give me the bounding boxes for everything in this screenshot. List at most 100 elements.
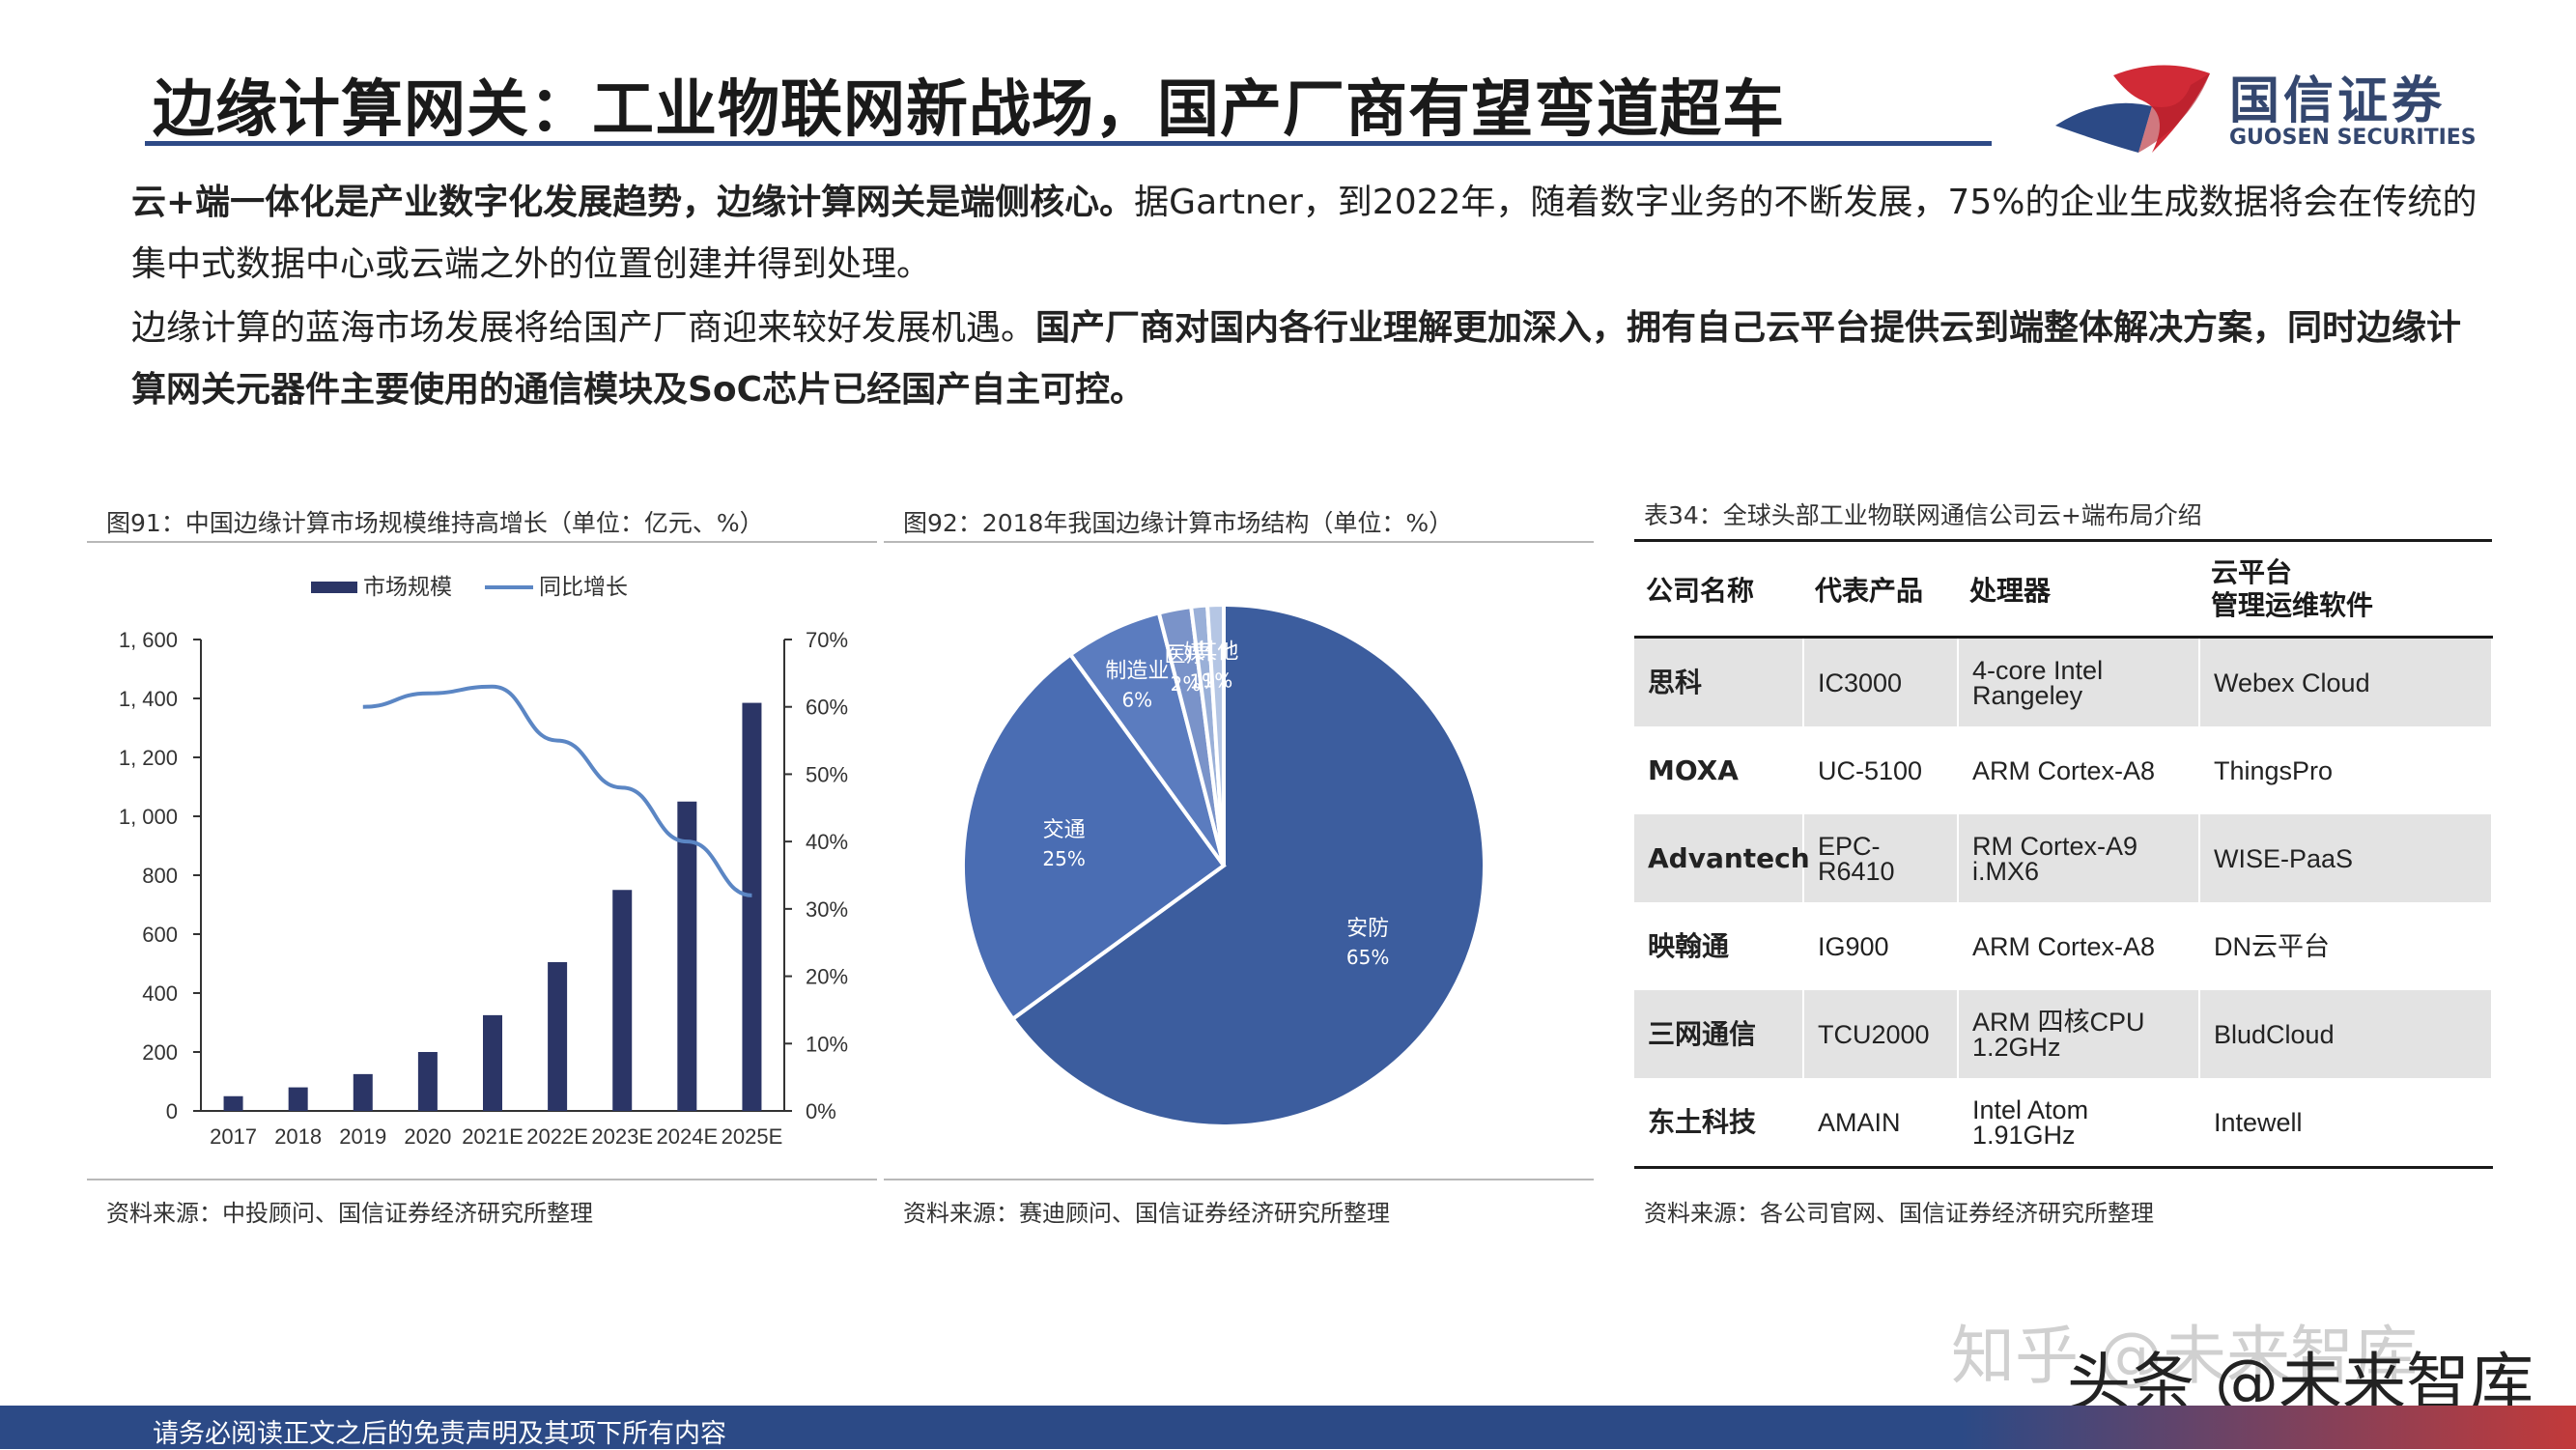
x-tick-label: 2018 xyxy=(274,1124,322,1149)
table-cell-cloud: WISE-PaaS xyxy=(2199,814,2493,902)
table-cell-cloud: DN云平台 xyxy=(2199,902,2493,990)
figure-92-bottom-rule xyxy=(884,1179,1594,1180)
table-cell-product: AMAIN xyxy=(1803,1078,1959,1169)
pie-slice-label: 其他 xyxy=(1196,640,1238,665)
bar xyxy=(742,702,762,1111)
pie-slice-label: 交通 xyxy=(1043,818,1086,842)
figure-91-top-rule xyxy=(87,541,877,543)
y-tick-label: 1, 000 xyxy=(119,805,178,829)
x-tick-label: 2017 xyxy=(210,1124,257,1149)
legend-bar-swatch xyxy=(311,582,357,593)
table-cell-processor: Intel Atom 1.91GHz xyxy=(1958,1078,2200,1169)
pie-slice xyxy=(961,651,1227,1022)
table-cell-company: MOXA xyxy=(1634,726,1804,814)
y2-tick-label: 0% xyxy=(806,1099,836,1123)
y2-tick-label: 70% xyxy=(806,628,848,652)
table-cell-company: 映翰通 xyxy=(1634,902,1804,990)
y-tick-label: 800 xyxy=(142,864,178,888)
table-cell-cloud: Intewell xyxy=(2199,1078,2493,1169)
x-tick-label: 2022E xyxy=(526,1124,588,1149)
logo-text-en: GUOSEN SECURITIES xyxy=(2229,126,2477,150)
figure-92-top-rule xyxy=(884,541,1594,543)
table-cell-processor: ARM Cortex-A8 xyxy=(1958,726,2200,814)
y2-tick-label: 20% xyxy=(806,965,848,989)
table-cell-product: IC3000 xyxy=(1803,637,1959,726)
table-cell-cloud: BludCloud xyxy=(2199,990,2493,1078)
table-34-title: 表34：全球头部工业物联网通信公司云+端布局介绍 xyxy=(1644,501,2202,529)
bar xyxy=(288,1087,308,1111)
figure-91-title: 图91：中国边缘计算市场规模维持高增长（单位：亿元、%） xyxy=(106,509,764,537)
table-header-product: 代表产品 xyxy=(1803,543,1958,639)
x-tick-label: 2020 xyxy=(404,1124,451,1149)
x-tick-label: 2019 xyxy=(339,1124,386,1149)
table-row: 三网通信 TCU2000 ARM 四核CPU 1.2GHz BludCloud xyxy=(1634,990,2493,1078)
table-row: MOXA UC-5100 ARM Cortex-A8 ThingsPro xyxy=(1634,726,2493,814)
table-cell-processor: 4-core Intel Rangeley xyxy=(1958,637,2200,726)
guosen-logo-icon xyxy=(2055,65,2210,153)
footer-accent xyxy=(1961,1406,2576,1449)
table-row: Advantech EPC- R6410 RM Cortex-A9 i.MX6 … xyxy=(1634,814,2493,902)
pie-slice-value: 65% xyxy=(1346,946,1389,969)
y-tick-label: 0 xyxy=(166,1099,178,1123)
y-tick-label: 600 xyxy=(142,923,178,947)
table-row: 思科 IC3000 4-core Intel Rangeley Webex Cl… xyxy=(1634,637,2493,726)
table-header-row: 公司名称 代表产品 处理器 云平台 管理运维软件 xyxy=(1634,543,2492,639)
y2-tick-label: 30% xyxy=(806,897,848,922)
table-row: 映翰通 IG900 ARM Cortex-A8 DN云平台 xyxy=(1634,902,2493,990)
bar xyxy=(677,801,697,1111)
table-header-cloud: 云平台 管理运维软件 xyxy=(2199,543,2492,639)
legend-bar-label: 市场规模 xyxy=(363,575,452,600)
watermark-zhihu: 知乎 @未来智库 xyxy=(1951,1319,2418,1393)
paragraph-2-lead: 边缘计算的蓝海市场发展将给国产厂商迎来较好发展机遇。 xyxy=(131,308,1036,348)
y-tick-label: 400 xyxy=(142,981,178,1006)
pie-slice-value: 25% xyxy=(1042,847,1085,870)
pie-slice-value: 6% xyxy=(1121,688,1152,711)
title-underline xyxy=(145,141,1992,146)
bar xyxy=(612,890,633,1111)
table-cell-company: 东土科技 xyxy=(1634,1078,1804,1169)
growth-line xyxy=(362,684,752,897)
table-cell-company: 三网通信 xyxy=(1634,990,1804,1078)
x-tick-label: 2023E xyxy=(591,1124,653,1149)
y-tick-label: 200 xyxy=(142,1040,178,1065)
table-cell-product: UC-5100 xyxy=(1803,726,1959,814)
table-cell-processor: RM Cortex-A9 i.MX6 xyxy=(1958,814,2200,902)
x-tick-label: 2024E xyxy=(657,1124,719,1149)
y-tick-label: 1, 200 xyxy=(119,746,178,770)
pie-slice-label: 安防 xyxy=(1346,917,1389,941)
footer-disclaimer: 请务必阅读正文之后的免责声明及其项下所有内容 xyxy=(153,1419,726,1449)
y2-tick-label: 40% xyxy=(806,830,848,854)
table-34: 公司名称 代表产品 处理器 云平台 管理运维软件 思科 IC3000 4-cor… xyxy=(1634,543,2493,1169)
table-header-processor: 处理器 xyxy=(1958,543,2199,639)
pie-slice-value: 1% xyxy=(1203,669,1233,693)
bar xyxy=(548,961,568,1111)
x-tick-label: 2021E xyxy=(462,1124,524,1149)
table-cell-processor: ARM Cortex-A8 xyxy=(1958,902,2200,990)
paragraph-2: 边缘计算的蓝海市场发展将给国产厂商迎来较好发展机遇。国产厂商对国内各行业理解更加… xyxy=(131,298,2488,421)
logo-text-cn: 国信证券 xyxy=(2229,72,2447,130)
table-cell-product: EPC- R6410 xyxy=(1803,814,1959,902)
pie-slice-value: 2% xyxy=(1171,672,1202,696)
figure-92-source: 资料来源：赛迪顾问、国信证券经济研究所整理 xyxy=(903,1200,1390,1227)
y-tick-label: 1, 600 xyxy=(119,628,178,652)
y-tick-label: 1, 400 xyxy=(119,687,178,711)
table-header-company: 公司名称 xyxy=(1634,543,1803,639)
table-row: 东土科技 AMAIN Intel Atom 1.91GHz Intewell xyxy=(1634,1078,2493,1169)
figure-92-title: 图92：2018年我国边缘计算市场结构（单位：%） xyxy=(903,509,1454,537)
paragraph-1-lead: 云+端一体化是产业数字化发展趋势，边缘计算网关是端侧核心。 xyxy=(131,183,1135,222)
table-cell-product: TCU2000 xyxy=(1803,990,1959,1078)
paragraph-1: 云+端一体化是产业数字化发展趋势，边缘计算网关是端侧核心。据Gartner，到2… xyxy=(131,172,2488,296)
y2-tick-label: 50% xyxy=(806,762,848,786)
figure-91-bottom-rule xyxy=(87,1179,877,1180)
figure-91-chart: 市场规模 同比增长 0 200 400 600 800 1, 000 1, 200 1, 400 1… xyxy=(119,575,848,1149)
paragraph-1-body: 据Gartner，到2022年，随着数字业务的不断发展，75%的企业生成数据将会… xyxy=(131,183,2477,284)
pie-slice-label: 制造业 xyxy=(1105,659,1169,683)
table-cell-company: 思科 xyxy=(1634,637,1804,726)
figure-91-source: 资料来源：中投顾问、国信证券经济研究所整理 xyxy=(106,1200,593,1227)
y2-tick-label: 60% xyxy=(806,696,848,720)
table-cell-cloud: ThingsPro xyxy=(2199,726,2493,814)
bar xyxy=(483,1014,502,1111)
table-cell-processor: ARM 四核CPU 1.2GHz xyxy=(1958,990,2200,1078)
y2-tick-label: 10% xyxy=(806,1032,848,1056)
